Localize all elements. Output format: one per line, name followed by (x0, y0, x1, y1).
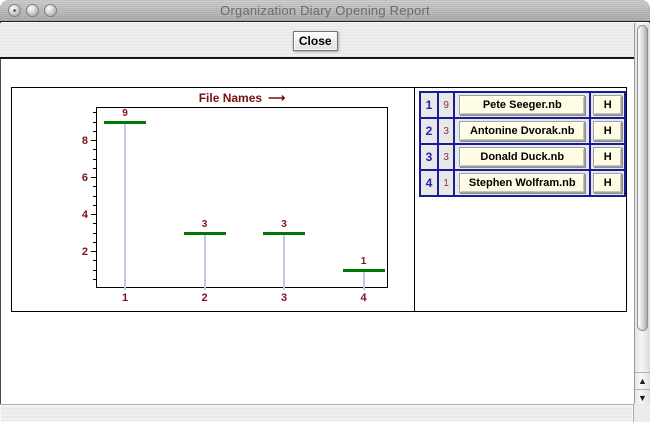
row-h-cell: H (589, 169, 626, 197)
y-major-tick (91, 214, 96, 215)
y-minor-tick (93, 186, 96, 188)
bar-value-label: 3 (281, 218, 287, 230)
y-minor-tick (93, 204, 96, 206)
y-minor-tick (93, 112, 96, 114)
bar-stem (283, 233, 285, 290)
y-axis-label: 2 (81, 246, 88, 258)
y-major-tick (91, 251, 96, 252)
x-axis-label: 1 (121, 292, 129, 304)
h-button[interactable]: H (593, 95, 623, 115)
h-button[interactable]: H (593, 121, 623, 141)
row-file-cell: Donald Duck.nb (453, 143, 592, 171)
row-count: 1 (437, 169, 456, 197)
h-button[interactable]: H (593, 147, 623, 167)
table-row: 1 9 Pete Seeger.nb H (418, 91, 626, 119)
row-file-cell: Stephen Wolfram.nb (453, 169, 592, 197)
bar-value-label: 1 (360, 255, 367, 267)
x-axis-label: 2 (201, 292, 208, 304)
vertical-scrollbar[interactable]: ▲ ▼ (634, 23, 650, 405)
bar-value-label: 9 (122, 107, 128, 119)
row-index: 3 (418, 143, 440, 171)
bar-mark (342, 268, 385, 272)
y-minor-tick (93, 167, 96, 169)
bar-stem (203, 233, 206, 290)
y-minor-tick (93, 269, 96, 271)
row-h-cell: H (589, 91, 626, 119)
plot-area: 9 1 3 2 3 3 1 4 2 4 6 8 (82, 107, 388, 304)
row-index: 4 (418, 169, 440, 197)
y-major-tick (91, 177, 96, 178)
row-file-cell: Antonine Dvorak.nb (453, 117, 592, 145)
zoom-window-icon[interactable] (44, 4, 57, 17)
close-window-dot-icon (13, 9, 16, 12)
scroll-down-icon[interactable]: ▼ (635, 389, 650, 405)
y-minor-tick (93, 223, 96, 225)
chart-title-text: File Names (198, 91, 263, 105)
resize-corner (634, 404, 650, 422)
file-table: 1 9 Pete Seeger.nb H 2 3 Antonine Dvorak… (418, 91, 626, 197)
row-file-cell: Pete Seeger.nb (453, 91, 592, 119)
row-count: 3 (437, 117, 456, 145)
bar-stem (362, 270, 365, 290)
bar-stem (124, 122, 126, 290)
row-h-cell: H (589, 143, 626, 171)
y-minor-tick (93, 195, 96, 197)
title-bar: Organization Diary Opening Report (0, 0, 650, 22)
row-count: 3 (437, 143, 456, 171)
y-minor-tick (93, 278, 96, 280)
y-minor-tick (93, 232, 96, 234)
row-index: 2 (418, 117, 440, 145)
y-axis-label: 8 (81, 135, 88, 147)
file-button[interactable]: Stephen Wolfram.nb (459, 173, 586, 193)
x-axis-label: 3 (280, 292, 288, 304)
table-row: 3 3 Donald Duck.nb H (418, 143, 626, 171)
close-button[interactable]: Close (292, 31, 338, 51)
y-minor-tick (93, 241, 96, 243)
y-minor-tick (93, 260, 96, 262)
window-title: Organization Diary Opening Report (220, 3, 430, 18)
bar-mark (263, 231, 305, 235)
chart-panel: File Names ⟶ 9 1 3 2 3 3 1 4 2 4 6 8 (11, 87, 415, 312)
bar-mark (183, 231, 226, 235)
horizontal-scrollbar[interactable] (0, 404, 634, 422)
file-list-panel: 1 9 Pete Seeger.nb H 2 3 Antonine Dvorak… (414, 87, 627, 312)
y-minor-tick (93, 121, 96, 123)
h-button[interactable]: H (593, 173, 623, 193)
row-h-cell: H (589, 117, 626, 145)
scrollbar-thumb[interactable] (637, 25, 648, 331)
file-button[interactable]: Antonine Dvorak.nb (459, 121, 586, 141)
y-minor-tick (93, 149, 96, 151)
table-row: 4 1 Stephen Wolfram.nb H (418, 169, 626, 197)
y-minor-tick (93, 158, 96, 160)
bar-value-label: 3 (201, 218, 208, 230)
y-axis-label: 4 (81, 209, 88, 221)
file-button[interactable]: Pete Seeger.nb (459, 95, 586, 115)
y-major-tick (91, 140, 96, 141)
table-row: 2 3 Antonine Dvorak.nb H (418, 117, 626, 145)
file-button[interactable]: Donald Duck.nb (459, 147, 586, 167)
y-axis-label: 6 (81, 172, 88, 184)
toolbar: Close (0, 23, 634, 59)
right-arrow-icon: ⟶ (268, 91, 286, 105)
row-count: 9 (437, 91, 456, 119)
minimize-window-icon[interactable] (26, 4, 39, 17)
chart-title: File Names ⟶ (96, 91, 388, 105)
close-window-icon[interactable] (8, 4, 21, 17)
bar-mark (104, 120, 146, 124)
scroll-up-icon[interactable]: ▲ (635, 372, 650, 388)
y-minor-tick (93, 130, 96, 132)
row-index: 1 (418, 91, 440, 119)
x-axis-label: 4 (360, 292, 367, 304)
